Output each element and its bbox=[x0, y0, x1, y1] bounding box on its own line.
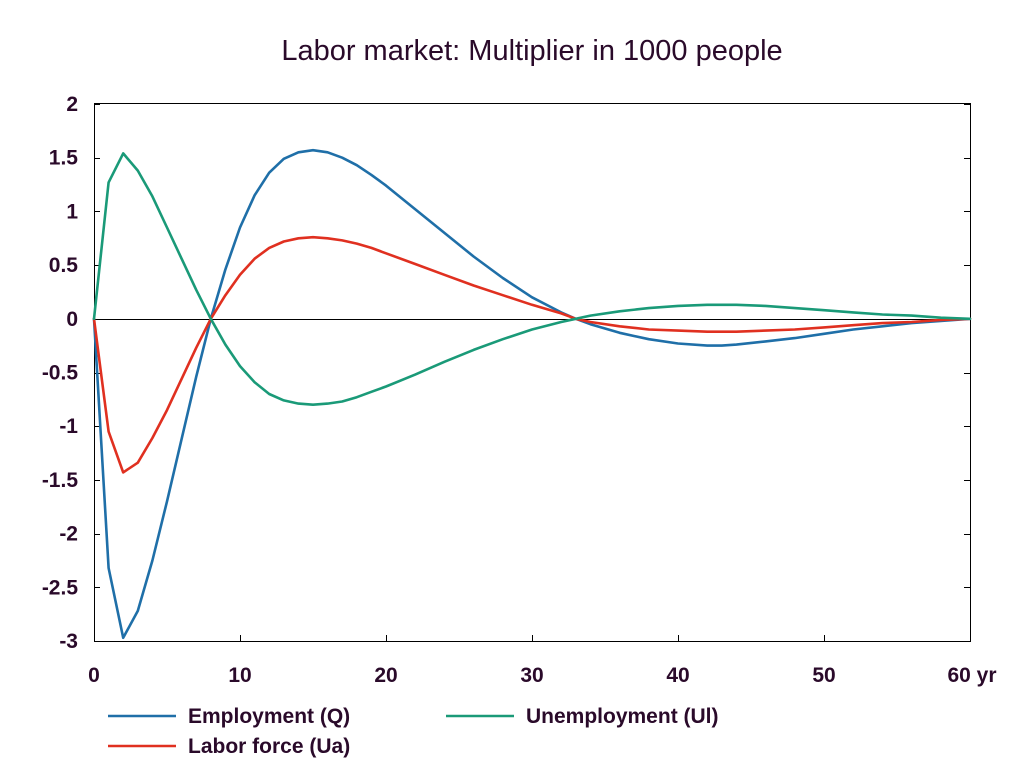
y-tick-label: -2.5 bbox=[42, 576, 79, 599]
y-tick-label: 0 bbox=[66, 308, 78, 331]
y-tick-label: 2 bbox=[66, 93, 78, 116]
y-tick-label: 1.5 bbox=[49, 147, 79, 170]
series-layer bbox=[92, 148, 972, 640]
legend: Employment (Q) Unemployment (Ul) Labor for… bbox=[108, 705, 719, 758]
x-tick-label: 10 bbox=[228, 664, 251, 687]
legend-label-0: Employment (Q) bbox=[188, 705, 350, 728]
y-tick-label: -0.5 bbox=[42, 362, 79, 385]
y-tick-label: -2 bbox=[59, 523, 78, 546]
y-tick-label: -1.5 bbox=[42, 469, 79, 492]
y-tick-label: 1 bbox=[66, 200, 78, 223]
chart-title: Labor market: Multiplier in 1000 people bbox=[281, 35, 782, 67]
y-tick-label: 0.5 bbox=[49, 254, 79, 277]
series-line-1 bbox=[92, 235, 972, 474]
series-line-2 bbox=[92, 152, 972, 406]
plot-frame bbox=[94, 103, 971, 642]
x-tick-label: 0 bbox=[88, 664, 100, 687]
legend-label-1: Labor force (Ua) bbox=[188, 735, 350, 758]
legend-label-2: Unemployment (Ul) bbox=[526, 705, 719, 728]
y-tick-label: -3 bbox=[59, 630, 78, 653]
x-tick-label: 20 bbox=[374, 664, 397, 687]
series-line-0 bbox=[92, 148, 972, 640]
x-tick-label: 50 bbox=[812, 664, 835, 687]
x-axis: 0 10 20 30 40 50 60 yr bbox=[88, 635, 997, 687]
x-tick-label: 30 bbox=[520, 664, 543, 687]
x-tick-label: 40 bbox=[666, 664, 689, 687]
y-axis: 2 1.5 1 0.5 0 -0.5 -1 -1.5 -2 -2.5 -3 bbox=[42, 93, 970, 653]
y-tick-label: -1 bbox=[59, 415, 78, 438]
x-tick-label: 60 yr bbox=[947, 664, 996, 687]
